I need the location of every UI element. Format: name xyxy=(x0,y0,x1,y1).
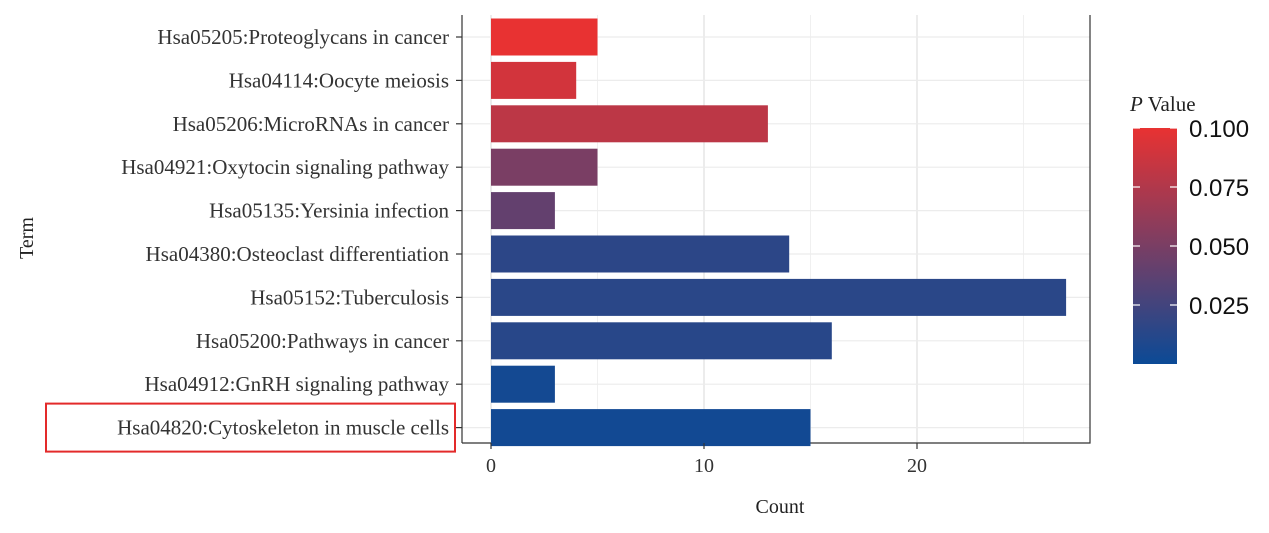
y-tick-label: Hsa05205:Proteoglycans in cancer xyxy=(157,25,449,49)
legend-tick-label: 0.100 xyxy=(1189,116,1249,143)
y-tick-label: Hsa05152:Tuberculosis xyxy=(250,285,449,309)
y-tick-label: Hsa04380:Osteoclast differentiation xyxy=(146,242,450,266)
x-tick-label: 10 xyxy=(694,455,714,477)
bar xyxy=(491,322,832,360)
legend-ticks: 0.100 0.075 0.050 0.025 xyxy=(1133,116,1249,320)
y-tick-label: Hsa05200:Pathways in cancer xyxy=(196,329,449,353)
y-tick-labels: Hsa05205:Proteoglycans in cancer Hsa04114… xyxy=(117,25,462,440)
bar xyxy=(491,61,577,99)
y-tick-label: Hsa05135:Yersinia infection xyxy=(209,199,449,223)
color-legend: P Value 0.100 0.075 0.050 0.025 xyxy=(1129,92,1249,364)
y-tick-label: Hsa04114:Oocyte meiosis xyxy=(229,68,449,92)
bar xyxy=(491,148,598,186)
legend-colorbar xyxy=(1133,128,1177,364)
bar xyxy=(491,235,790,273)
bar xyxy=(491,409,811,447)
bar xyxy=(491,278,1067,316)
bar xyxy=(491,365,555,403)
legend-title-rest: Value xyxy=(1143,92,1196,116)
x-tick-label: 20 xyxy=(907,455,927,477)
bar xyxy=(491,18,598,56)
bar xyxy=(491,105,768,143)
bar xyxy=(491,192,555,230)
legend-tick-label: 0.025 xyxy=(1189,293,1249,320)
highlight-box xyxy=(45,402,456,453)
legend-tick-label: 0.050 xyxy=(1189,234,1249,261)
legend-tick-label: 0.075 xyxy=(1189,175,1249,202)
x-tick-labels: 0 10 20 xyxy=(486,443,927,477)
x-axis-title: Count xyxy=(756,496,805,518)
legend-title-p: P xyxy=(1129,92,1143,116)
y-tick-label: Hsa04912:GnRH signaling pathway xyxy=(145,372,450,396)
y-tick-label: Hsa04921:Oxytocin signaling pathway xyxy=(121,155,449,179)
x-tick-label: 0 xyxy=(486,455,496,477)
y-tick-label: Hsa04820:Cytoskeleton in muscle cells xyxy=(117,416,449,440)
y-tick-label: Hsa05206:MicroRNAs in cancer xyxy=(173,112,449,136)
legend-title: P Value xyxy=(1129,92,1196,116)
y-axis-title: Term xyxy=(16,217,38,259)
bars xyxy=(491,18,1067,447)
